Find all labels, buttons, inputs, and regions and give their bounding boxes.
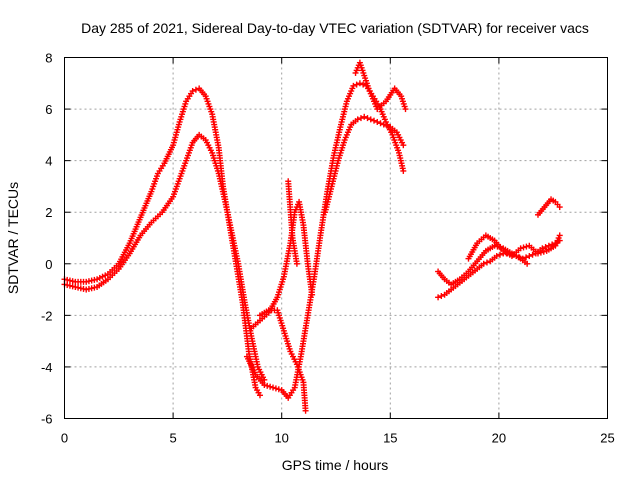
data-point — [350, 82, 357, 89]
y-tick-label: 6 — [45, 102, 52, 117]
data-point — [261, 381, 268, 388]
data-series — [256, 307, 309, 414]
data-point — [354, 116, 361, 123]
data-point — [537, 249, 544, 256]
x-tick-label: 20 — [492, 431, 506, 446]
data-point — [367, 116, 374, 123]
data-point — [261, 376, 268, 383]
data-point — [556, 204, 563, 211]
data-point — [309, 291, 316, 298]
y-tick-label: 4 — [45, 154, 52, 169]
grid — [64, 57, 608, 419]
x-tick-label: 15 — [383, 431, 397, 446]
data-point — [361, 113, 368, 120]
data-point — [353, 81, 360, 88]
y-axis-label: SDTVAR / TECUs — [5, 182, 21, 294]
data-point — [438, 293, 445, 300]
data-point — [94, 276, 101, 283]
data-point — [371, 117, 378, 124]
data-point — [267, 383, 274, 390]
data-point — [374, 118, 381, 125]
data-point — [189, 88, 196, 95]
axis-ticks: 0 5 10 15 20 25 -6 -4 -2 0 2 4 6 8 — [41, 51, 615, 446]
y-tick-label: 2 — [45, 205, 52, 220]
data-series — [61, 131, 268, 383]
data-series — [534, 196, 563, 218]
y-tick-label: -6 — [41, 412, 53, 427]
data-point — [275, 386, 282, 393]
data-point — [491, 242, 498, 249]
data-point — [524, 260, 531, 267]
data-point — [256, 392, 263, 399]
data-series — [465, 232, 563, 262]
data-point — [542, 244, 549, 251]
chart-title: Day 285 of 2021, Sidereal Day-to-day VTE… — [81, 20, 589, 36]
data-series — [352, 59, 409, 113]
data-point — [357, 115, 364, 122]
y-tick-label: 0 — [45, 257, 52, 272]
data-point — [400, 167, 407, 174]
x-tick-label: 25 — [600, 431, 614, 446]
data-point — [364, 115, 371, 122]
data-point — [483, 259, 490, 266]
data-point — [529, 251, 536, 258]
data-point — [99, 273, 106, 280]
data-point — [400, 142, 407, 149]
data-point — [556, 232, 563, 239]
data-point — [384, 122, 391, 129]
data-point — [523, 254, 530, 261]
data-point — [272, 385, 279, 392]
data-point — [534, 250, 541, 257]
data-point — [517, 245, 524, 252]
y-tick-label: -2 — [41, 308, 53, 323]
data-point — [493, 253, 500, 260]
data-series — [248, 198, 316, 332]
data-points — [61, 59, 563, 414]
data-point — [270, 384, 277, 391]
data-point — [540, 248, 547, 255]
y-tick-label: 8 — [45, 51, 52, 66]
data-point — [520, 244, 527, 251]
data-point — [102, 272, 109, 279]
data-point — [356, 80, 363, 87]
x-axis-label: GPS time / hours — [282, 457, 389, 473]
data-series — [243, 80, 407, 401]
x-tick-label: 5 — [169, 431, 176, 446]
data-point — [523, 243, 530, 250]
data-point — [380, 121, 387, 128]
data-point — [480, 260, 487, 267]
data-point — [377, 120, 384, 127]
data-series — [285, 178, 300, 267]
data-point — [435, 294, 442, 301]
data-point — [539, 245, 546, 252]
x-tick-label: 0 — [61, 431, 68, 446]
data-point — [402, 106, 409, 113]
x-tick-label: 10 — [274, 431, 288, 446]
data-point — [293, 260, 300, 267]
y-tick-label: -4 — [41, 360, 53, 375]
data-series — [322, 113, 407, 216]
data-point — [496, 251, 503, 258]
data-point — [360, 81, 367, 88]
data-point — [96, 274, 103, 281]
data-point — [526, 253, 533, 260]
data-point — [302, 407, 309, 414]
plot-frame — [64, 57, 608, 419]
data-point — [264, 382, 271, 389]
